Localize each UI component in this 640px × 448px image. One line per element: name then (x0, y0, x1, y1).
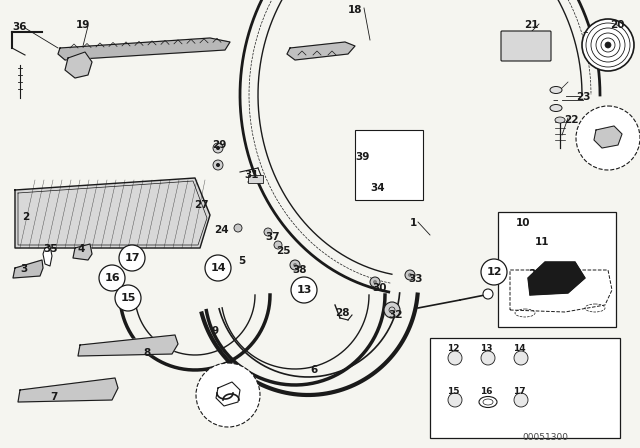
Circle shape (119, 245, 145, 271)
Text: 13: 13 (480, 344, 493, 353)
Polygon shape (78, 335, 178, 356)
Text: 37: 37 (265, 232, 280, 242)
Bar (498, 212, 616, 327)
Bar (248, 175, 263, 183)
Text: 35: 35 (43, 244, 58, 254)
Text: 10: 10 (516, 218, 531, 228)
Text: 14: 14 (513, 344, 525, 353)
Text: 27: 27 (194, 200, 209, 210)
Circle shape (205, 255, 231, 281)
Polygon shape (58, 38, 230, 60)
Text: 21: 21 (524, 20, 538, 30)
Circle shape (99, 265, 125, 291)
Text: 2: 2 (22, 212, 29, 222)
Circle shape (582, 19, 634, 71)
Circle shape (448, 393, 462, 407)
Text: 32: 32 (388, 310, 403, 320)
Text: –: – (552, 95, 558, 105)
Text: 12: 12 (447, 344, 460, 353)
Circle shape (213, 160, 223, 170)
Circle shape (115, 285, 141, 311)
Circle shape (290, 260, 300, 270)
Text: 17: 17 (513, 387, 525, 396)
Text: 13: 13 (296, 285, 312, 295)
Text: 20: 20 (610, 20, 625, 30)
Text: 00051300: 00051300 (522, 433, 568, 442)
Text: 11: 11 (535, 237, 550, 247)
Text: 22: 22 (564, 115, 579, 125)
Text: 16: 16 (480, 387, 493, 396)
Text: 29: 29 (212, 140, 227, 150)
Ellipse shape (550, 86, 562, 94)
Text: 8: 8 (143, 348, 150, 358)
Circle shape (483, 289, 493, 299)
Text: 14: 14 (210, 263, 226, 273)
Text: 1: 1 (410, 218, 417, 228)
Text: 31: 31 (244, 170, 259, 180)
Text: 6: 6 (310, 365, 317, 375)
Text: –: – (582, 27, 588, 37)
Text: 15: 15 (447, 387, 460, 396)
Text: 26: 26 (528, 269, 543, 279)
Circle shape (370, 277, 380, 287)
Text: 7: 7 (50, 392, 58, 402)
Circle shape (373, 280, 377, 284)
Text: 23: 23 (576, 92, 591, 102)
Polygon shape (15, 178, 210, 248)
FancyBboxPatch shape (501, 31, 551, 61)
Text: 16: 16 (104, 273, 120, 283)
Polygon shape (18, 378, 118, 402)
Text: 28: 28 (335, 308, 349, 318)
Circle shape (216, 163, 220, 167)
Text: 24: 24 (214, 225, 228, 235)
Text: 25: 25 (276, 246, 291, 256)
Polygon shape (528, 262, 585, 295)
Circle shape (216, 146, 220, 150)
Text: 18: 18 (348, 5, 362, 15)
Text: 17: 17 (124, 253, 140, 263)
Polygon shape (594, 126, 622, 148)
Polygon shape (65, 52, 92, 78)
Text: 33: 33 (408, 274, 422, 284)
Text: 30: 30 (372, 283, 387, 293)
Circle shape (514, 351, 528, 365)
Ellipse shape (550, 104, 562, 112)
Text: 15: 15 (120, 293, 136, 303)
Polygon shape (13, 260, 43, 278)
Text: 19: 19 (76, 20, 90, 30)
Circle shape (274, 241, 282, 249)
Circle shape (293, 263, 297, 267)
Text: 36: 36 (12, 22, 26, 32)
Text: 4: 4 (78, 244, 85, 254)
Circle shape (481, 259, 507, 285)
Text: 38: 38 (292, 265, 307, 275)
Bar (430, 338, 620, 438)
Polygon shape (510, 270, 612, 312)
Bar (355, 130, 423, 200)
Circle shape (481, 351, 495, 365)
Circle shape (514, 393, 528, 407)
Circle shape (264, 228, 272, 236)
Circle shape (448, 351, 462, 365)
Circle shape (405, 270, 415, 280)
Text: 12: 12 (486, 267, 502, 277)
Circle shape (605, 42, 611, 48)
Text: 3: 3 (20, 264, 28, 274)
Circle shape (408, 273, 412, 277)
Polygon shape (287, 42, 355, 60)
Polygon shape (43, 246, 52, 266)
Text: 5: 5 (238, 256, 245, 266)
Polygon shape (216, 382, 240, 406)
Circle shape (291, 277, 317, 303)
Text: 39: 39 (355, 152, 369, 162)
Ellipse shape (555, 117, 565, 123)
Circle shape (213, 143, 223, 153)
Polygon shape (73, 244, 92, 260)
Circle shape (576, 106, 640, 170)
Circle shape (234, 224, 242, 232)
Circle shape (384, 302, 400, 318)
Circle shape (196, 363, 260, 427)
Text: 9: 9 (212, 326, 219, 336)
Text: 34: 34 (370, 183, 385, 193)
